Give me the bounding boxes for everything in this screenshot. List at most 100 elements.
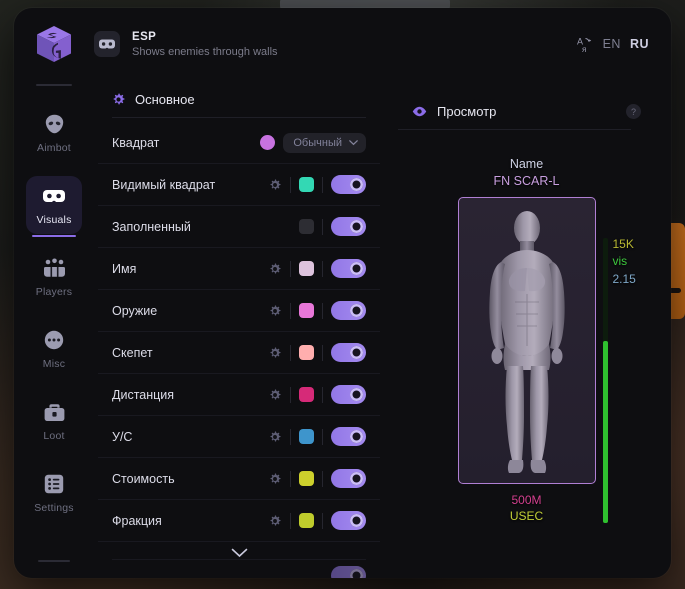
row-toggle[interactable] [331, 385, 366, 404]
ellipsis-circle-icon [43, 329, 65, 351]
style-select[interactable]: Обычный [283, 132, 366, 153]
color-swatch[interactable] [299, 303, 314, 318]
vr-goggles-glyph [99, 39, 115, 48]
lang-option-ru[interactable]: RU [629, 37, 649, 51]
esp-loot-price: 500M [511, 492, 542, 507]
sidebar-label-loot: Loot [43, 430, 65, 442]
cube-sg-logo-icon [37, 26, 71, 62]
chevron-down-icon [231, 548, 247, 558]
color-swatch[interactable] [299, 177, 314, 192]
color-swatch[interactable] [299, 429, 314, 444]
table-row[interactable]: Стоимость [98, 458, 380, 500]
table-row[interactable]: Оружие [98, 290, 380, 332]
scroll-down-hint[interactable] [98, 548, 380, 558]
row-toggle[interactable] [331, 427, 366, 446]
color-swatch[interactable] [299, 261, 314, 276]
table-row[interactable]: Заполненный [98, 206, 380, 248]
esp-weapon-name: FN SCAR-L [493, 173, 560, 188]
settings-rows: Квадрат Обычный Видимый квадрат [98, 122, 380, 578]
toggle-knob [349, 388, 363, 401]
table-row-partial[interactable] [112, 559, 366, 578]
preview-header: Просмотр ? [398, 92, 655, 129]
row-toggle[interactable] [331, 565, 366, 578]
sidebar-divider-top [36, 84, 72, 86]
row-label: Скепет [112, 345, 153, 360]
color-swatch[interactable] [299, 513, 314, 528]
row-label: Дистанция [112, 387, 175, 402]
row-toggle[interactable] [331, 301, 366, 320]
row-separator [322, 218, 323, 235]
row-gear-icon[interactable] [268, 514, 282, 528]
translate-icon: A я [577, 36, 591, 53]
color-swatch[interactable] [260, 135, 276, 150]
esp-footer-labels: 500M USEC [510, 492, 543, 524]
sidebar-item-aimbot[interactable]: Aimbot [26, 104, 82, 162]
row-gear-icon[interactable] [268, 388, 282, 402]
esp-stat-visible: vis [612, 254, 628, 269]
row-separator [290, 176, 291, 193]
table-row[interactable]: Фракция [98, 500, 380, 542]
table-row[interactable]: Дистанция [98, 374, 380, 416]
row-toggle[interactable] [331, 175, 366, 194]
sidebar-item-misc[interactable]: Misc [26, 320, 82, 378]
row-gear-icon[interactable] [268, 472, 282, 486]
row-separator [290, 428, 291, 445]
row-gear-icon[interactable] [268, 304, 282, 318]
lang-option-en[interactable]: EN [602, 37, 621, 51]
settings-section-title: Основное [135, 92, 195, 107]
row-toggle[interactable] [331, 259, 366, 278]
table-row[interactable]: Видимый квадрат [98, 164, 380, 206]
color-swatch[interactable] [299, 387, 314, 402]
help-icon[interactable]: ? [626, 104, 641, 119]
color-swatch[interactable] [299, 471, 314, 486]
table-row[interactable]: Квадрат Обычный [98, 122, 380, 164]
table-row[interactable]: Имя [98, 248, 380, 290]
sidebar-item-players[interactable]: Players [26, 248, 82, 306]
svg-text:A: A [577, 36, 583, 46]
sidebar-label-players: Players [35, 286, 73, 298]
toggle-knob [349, 262, 363, 275]
row-separator [322, 428, 323, 445]
sidebar-divider-bottom [38, 560, 70, 562]
sidebar-item-settings[interactable]: Settings [26, 464, 82, 522]
row-label: Имя [112, 261, 137, 276]
module-identity: ESP Shows enemies through walls [94, 31, 577, 58]
gear-icon [113, 93, 125, 105]
table-row[interactable]: У/С [98, 416, 380, 458]
app-body: Aimbot Visuals Players Misc [14, 80, 671, 578]
alien-head-icon [43, 113, 65, 135]
settings-panel: Основное Квадрат Обычный [94, 80, 386, 578]
row-gear-icon[interactable] [268, 178, 282, 192]
esp-stat-value: 2.15 [612, 271, 636, 286]
row-toggle[interactable] [331, 511, 366, 530]
select-value: Обычный [293, 136, 342, 149]
language-switcher[interactable]: A я EN RU [577, 36, 649, 53]
eye-icon [412, 106, 427, 117]
row-label: Заполненный [112, 219, 191, 234]
esp-player-name: Name [509, 157, 544, 171]
health-bar-fill [602, 340, 608, 523]
row-toggle[interactable] [331, 343, 366, 362]
row-gear-icon[interactable] [268, 430, 282, 444]
sidebar-label-aimbot: Aimbot [37, 142, 71, 154]
row-separator [322, 176, 323, 193]
toggle-knob [349, 220, 363, 233]
row-separator [322, 344, 323, 361]
row-gear-icon[interactable] [268, 346, 282, 360]
sidebar-label-settings: Settings [34, 502, 74, 514]
row-label: У/С [112, 429, 133, 444]
color-swatch[interactable] [299, 345, 314, 360]
row-toggle[interactable] [331, 469, 366, 488]
row-separator [290, 470, 291, 487]
sidebar-item-visuals[interactable]: Visuals [26, 176, 82, 237]
row-separator [322, 260, 323, 277]
color-swatch[interactable] [299, 219, 314, 234]
table-row[interactable]: Скепет [98, 332, 380, 374]
sidebar-item-loot[interactable]: Loot [26, 392, 82, 450]
row-toggle[interactable] [331, 217, 366, 236]
vr-goggles-icon [43, 185, 65, 207]
row-gear-icon[interactable] [268, 262, 282, 276]
briefcase-icon [43, 401, 65, 423]
chevron-down-icon [349, 139, 358, 145]
row-separator [290, 260, 291, 277]
